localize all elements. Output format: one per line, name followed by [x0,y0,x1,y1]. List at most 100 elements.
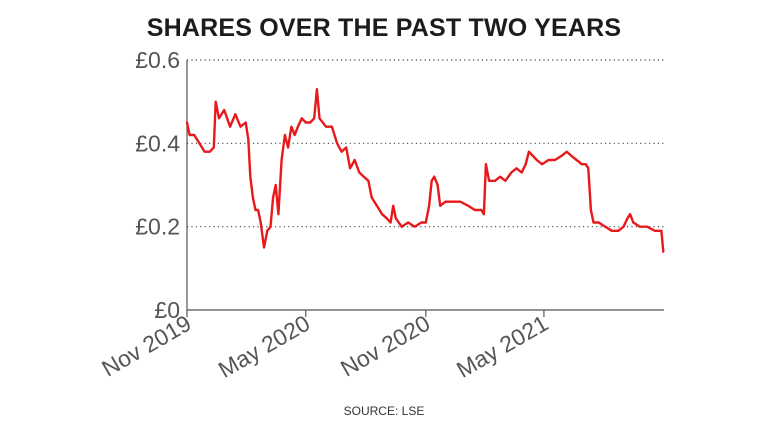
data-point [284,134,286,136]
axes [186,60,664,317]
data-point [580,163,583,166]
data-point [662,250,665,253]
data-point [234,113,237,116]
data-point [376,204,378,207]
data-point [188,134,191,136]
data-point [259,221,262,224]
data-point [349,167,351,170]
data-point [370,196,373,199]
chart-title: SHARES OVER THE PAST TWO YEARS [146,14,622,42]
data-point [212,146,215,149]
data-point [316,88,318,91]
data-point [353,159,356,161]
data-point [254,209,257,211]
data-point [639,225,641,228]
data-point [203,150,206,153]
data-point [565,150,568,153]
data-point [590,209,592,211]
data-point [560,154,563,157]
data-point [252,196,254,199]
y-tick-label: £0 [154,297,180,323]
data-point [263,246,265,249]
source-note: SOURCE: LSE [343,404,425,418]
data-point [547,159,550,161]
data-point [626,217,629,220]
data-point [520,171,523,174]
data-point [531,154,534,157]
data-point [459,200,462,203]
data-point [575,159,578,161]
data-point [304,121,307,124]
data-point [358,171,361,174]
data-point [424,221,427,224]
data-point [290,125,293,128]
data-point [660,229,663,232]
data-point [535,159,538,161]
data-point [223,109,226,111]
data-point [629,213,631,216]
y-tick-label: £0.4 [135,130,180,156]
data-point [444,200,447,203]
data-point [249,175,252,178]
data-point [297,125,299,128]
data-point [584,163,587,166]
data-point [504,179,507,182]
data-point [433,175,436,178]
data-point [313,117,316,120]
series-layer [185,87,665,253]
x-tick-label: May 2020 [214,310,314,383]
data-point [392,204,395,207]
data-point [272,196,274,199]
data-point [485,163,487,166]
data-point [467,204,470,207]
data-point [193,134,196,136]
data-point [430,179,433,182]
data-point [528,150,530,153]
data-point [420,221,423,224]
data-point [473,209,476,211]
data-point [247,138,250,141]
data-point [494,179,496,182]
y-tick-label: £0.6 [135,47,180,73]
data-point [428,204,430,207]
data-point [389,221,392,224]
data-point [413,225,416,228]
y-axis-tick-labels: £0.6 £0.4 £0.2 £0 [135,47,180,323]
x-tick-label: May 2021 [452,310,552,383]
data-point [198,142,201,145]
data-point [266,229,269,232]
data-point [381,213,383,216]
data-point [293,134,296,136]
data-point [277,213,280,216]
data-point [280,159,283,161]
data-point [274,184,277,186]
data-point [439,204,442,207]
data-point [208,150,211,153]
data-point [394,217,397,220]
x-tick-label: Nov 2019 [97,310,195,382]
y-tick-label: £0.2 [135,214,180,240]
data-point [488,179,490,182]
data-point [480,209,483,211]
data-point [229,125,232,128]
data-point [214,100,217,103]
data-point [287,146,289,149]
data-point [331,125,333,128]
data-point [622,225,625,228]
data-point [515,167,518,170]
x-axis-tick-labels: Nov 2019 May 2020 Nov 2020 May 2021 [97,310,552,383]
data-point [654,229,656,232]
data-point [592,221,595,224]
gridlines [187,59,664,228]
data-point [617,229,620,232]
data-point [309,121,312,124]
data-point [269,225,272,228]
data-point [646,225,648,228]
data-point [570,154,573,157]
data-point [483,213,485,216]
data-point [524,163,527,166]
data-point [336,142,338,145]
x-tick-label: Nov 2020 [336,310,434,382]
data-point [604,225,607,228]
